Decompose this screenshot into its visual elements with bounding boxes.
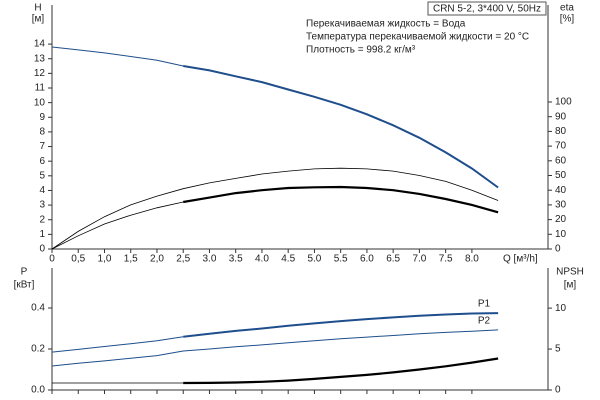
x-tick-label: 0 bbox=[49, 254, 55, 265]
y-tick-label: 7 bbox=[39, 141, 45, 152]
curve bbox=[51, 201, 184, 250]
x-tick-label: 7.5 bbox=[439, 254, 453, 265]
x-tick-label: 5.0 bbox=[307, 254, 321, 265]
y2-tick-label: 0 bbox=[555, 385, 561, 396]
x-tick-label: 4.5 bbox=[281, 254, 295, 265]
y-tick-label: 5 bbox=[39, 170, 45, 181]
y-unit: [м] bbox=[32, 14, 45, 25]
y-tick-label: 12 bbox=[34, 68, 46, 79]
note: Температура перекачиваемой жидкости = 20… bbox=[306, 32, 529, 43]
y-tick-label: 3 bbox=[39, 200, 45, 211]
y2-tick-label: 60 bbox=[555, 155, 567, 166]
x-tick-label: 3.0 bbox=[203, 254, 217, 265]
x-label: Q [м³/h] bbox=[503, 254, 538, 265]
curve bbox=[51, 167, 499, 250]
y2-tick-label: 5 bbox=[555, 344, 561, 355]
x-tick-label: 0,5 bbox=[71, 254, 85, 265]
curve bbox=[51, 46, 184, 67]
y-tick-label: 14 bbox=[34, 39, 46, 50]
x-tick-label: 8.0 bbox=[465, 254, 479, 265]
x-tick-label: 6.0 bbox=[360, 254, 374, 265]
y2-tick-label: 100 bbox=[555, 97, 572, 108]
y2-label: NPSH bbox=[556, 267, 584, 278]
note: Плотность = 998.2 кг/м³ bbox=[306, 45, 416, 56]
y2-unit: [м] bbox=[564, 280, 577, 291]
x-tick-label: 3.5 bbox=[229, 254, 243, 265]
y-unit: [кВт] bbox=[14, 280, 35, 291]
x-tick-label: 2,0 bbox=[150, 254, 164, 265]
y-tick-label: 0.2 bbox=[31, 344, 45, 355]
x-tick-label: 5.5 bbox=[334, 254, 348, 265]
y2-tick-label: 80 bbox=[555, 126, 567, 137]
y-tick-label: 9 bbox=[39, 112, 45, 123]
x-tick-label: 2,5 bbox=[176, 254, 190, 265]
y-tick-label: 13 bbox=[34, 53, 46, 64]
y-tick-label: 1 bbox=[39, 229, 45, 240]
x-tick-label: 7.0 bbox=[412, 254, 426, 265]
curve bbox=[183, 65, 499, 189]
curve bbox=[51, 336, 184, 353]
y2-tick-label: 70 bbox=[555, 141, 567, 152]
y-tick-label: 4 bbox=[39, 185, 45, 196]
y-tick-label: 6 bbox=[39, 156, 45, 167]
y-tick-label: 0 bbox=[39, 244, 45, 255]
series-label: P1 bbox=[478, 299, 491, 310]
x-tick-label: 6.5 bbox=[386, 254, 400, 265]
y-tick-label: 11 bbox=[35, 83, 46, 94]
y-tick-label: 10 bbox=[34, 97, 46, 108]
y2-tick-label: 10 bbox=[555, 303, 567, 314]
note: Перекачиваемая жидкость = Вода bbox=[306, 19, 466, 30]
y2-tick-label: 40 bbox=[555, 185, 567, 196]
curve bbox=[183, 357, 499, 385]
y2-tick-label: 30 bbox=[555, 200, 567, 211]
curve bbox=[51, 329, 499, 367]
curve bbox=[183, 185, 499, 214]
y-label: H bbox=[34, 3, 41, 14]
y2-label: eta bbox=[560, 3, 574, 14]
y-tick-label: 2 bbox=[39, 214, 45, 225]
curve bbox=[183, 312, 499, 338]
y-tick-label: 0.4 bbox=[31, 303, 45, 314]
y-tick-label: 8 bbox=[39, 127, 45, 138]
x-tick-label: 1,0 bbox=[98, 254, 112, 265]
box-title: CRN 5-2, 3*400 V, 50Hz bbox=[433, 4, 541, 15]
y2-tick-label: 90 bbox=[555, 111, 567, 122]
y2-tick-label: 50 bbox=[555, 170, 567, 181]
y-tick-label: 0.0 bbox=[31, 385, 45, 396]
x-tick-label: 1,5 bbox=[124, 254, 138, 265]
y2-tick-label: 0 bbox=[555, 244, 561, 255]
y2-tick-label: 10 bbox=[555, 229, 567, 240]
x-tick-label: 4.0 bbox=[255, 254, 269, 265]
y2-tick-label: 20 bbox=[555, 214, 567, 225]
y-label: P bbox=[21, 267, 28, 278]
series-label: P2 bbox=[478, 316, 491, 327]
y2-unit: [%] bbox=[560, 14, 575, 25]
info-box bbox=[427, 1, 547, 16]
